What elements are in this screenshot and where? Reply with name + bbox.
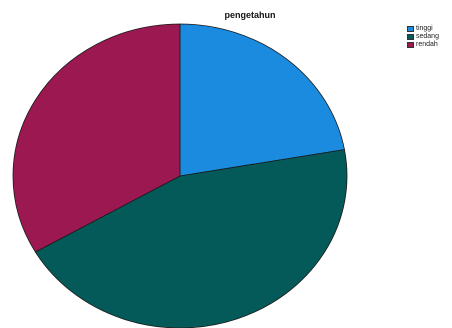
pie-slice-sedang — [34, 149, 348, 328]
legend-item-rendah: rendah — [407, 41, 452, 49]
legend-label-sedang: sedang — [416, 33, 439, 41]
legend-item-sedang: sedang — [407, 33, 452, 41]
legend-swatch-rendah — [407, 41, 414, 48]
legend: tinggi sedang rendah — [407, 25, 452, 49]
legend-swatch-sedang — [407, 33, 414, 40]
chart-title: pengetahun — [224, 10, 276, 20]
pie-slice-rendah — [12, 23, 181, 253]
legend-label-tinggi: tinggi — [416, 25, 433, 33]
pie-slice-tinggi — [179, 23, 345, 177]
legend-swatch-tinggi — [407, 25, 414, 32]
legend-item-tinggi: tinggi — [407, 25, 452, 33]
legend-label-rendah: rendah — [416, 41, 438, 49]
